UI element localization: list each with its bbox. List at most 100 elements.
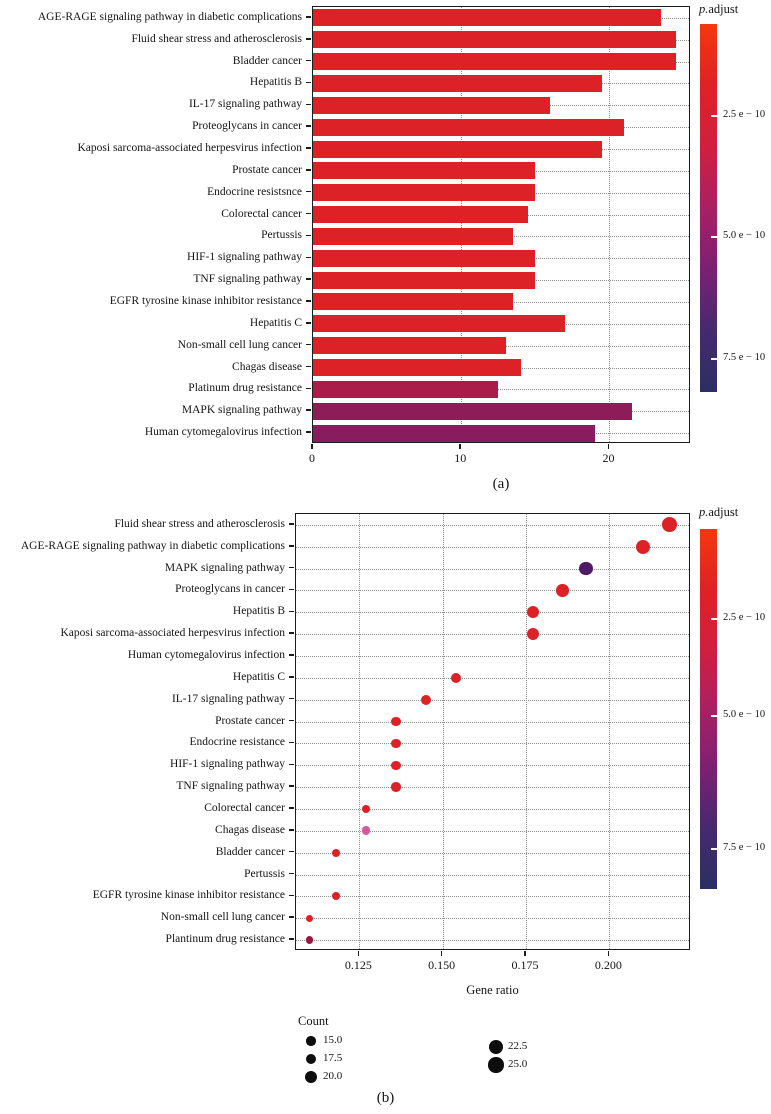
panel-b-grid-line-horizontal [296, 546, 689, 548]
panel-a-category-label: Colorectal cancer [221, 207, 302, 220]
bar [313, 74, 603, 92]
panel-a-x-tick-mark [459, 444, 461, 449]
count-legend-label: 15.0 [323, 1034, 343, 1046]
panel-a-category-label: MAPK signaling pathway [181, 404, 302, 417]
size-legend-title: Count [298, 1014, 329, 1028]
panel-b-legend-tick-label: 2.5 e − 10 [723, 612, 766, 623]
panel-a-category-label: Platinum drug resistance [188, 382, 302, 395]
bar [313, 184, 536, 202]
bar [313, 359, 521, 377]
panel-b-category-label: Fluid shear stress and atherosclerosis [114, 517, 285, 530]
panel-b-y-tick-mark [289, 545, 294, 547]
count-legend-circle [489, 1040, 503, 1054]
dot [361, 826, 371, 836]
panel-b-category-label: Bladder cancer [215, 845, 285, 858]
panel-b-grid-line-horizontal [296, 830, 689, 832]
panel-a-legend-tick-label: 7.5 e − 10 [723, 351, 766, 363]
count-legend-label: 22.5 [508, 1040, 528, 1052]
panel-b-category-label: HIF-1 signaling pathway [170, 758, 285, 771]
panel-a-x-tick-label: 20 [602, 451, 615, 465]
panel-b-category-label: Colorectal cancer [204, 801, 285, 814]
bar [313, 53, 677, 71]
panel-a-y-tick-mark [306, 16, 311, 18]
panel-b-category-label: Hepatitis C [232, 670, 285, 683]
panel-a-legend-tick-mark [711, 115, 717, 117]
panel-b-y-tick-mark [289, 654, 294, 656]
panel-a-category-label: IL-17 signaling pathway [188, 98, 302, 111]
panel-a-y-tick-mark [306, 234, 311, 237]
dot [361, 804, 371, 814]
dot [331, 848, 341, 857]
panel-b-grid-line-horizontal [296, 590, 689, 592]
panel-b-x-tick-mark [524, 951, 526, 956]
count-legend-label: 17.5 [323, 1052, 343, 1064]
panel-b-grid-line-horizontal [296, 634, 689, 636]
panel-b-y-tick-mark [289, 632, 294, 634]
panel-b-y-tick-mark [289, 610, 294, 613]
dot [331, 892, 341, 901]
bar [313, 140, 603, 158]
panel-a-y-tick-mark [306, 81, 311, 84]
panel-a-category-label: Pertussis [261, 229, 302, 242]
panel-b-category-label: Kaposi sarcoma-associated herpesvirus in… [60, 627, 286, 640]
panel-b-y-tick-mark [289, 523, 294, 525]
panel-a-y-tick-mark [306, 147, 311, 149]
panel-a-legend-title: p.adjust [699, 2, 739, 16]
panel-b-category-label: Non-small cell lung cancer [160, 911, 285, 924]
panel-b-grid-line-horizontal [296, 787, 689, 789]
panel-b-x-tick-label: 0.125 [344, 958, 372, 972]
panel-b-category-label: MAPK signaling pathway [164, 561, 285, 574]
panel-b-y-tick-mark [289, 697, 294, 700]
panel-a-category-label: Hepatitis C [249, 316, 302, 329]
panel-b-grid-line-horizontal [296, 568, 689, 570]
panel-a-legend-gradient-bar [700, 24, 717, 392]
panel-b-x-tick-label: 0.200 [594, 958, 622, 972]
panel-b-grid-line-horizontal [296, 918, 689, 920]
panel-b-y-tick-mark [289, 785, 294, 787]
panel-b-category-label: Pertussis [244, 867, 285, 880]
dot [450, 672, 462, 684]
panel-b-y-tick-mark [289, 566, 294, 569]
panel-b-legend-tick-mark [711, 848, 717, 851]
panel-a-category-label: AGE-RAGE signaling pathway in diabetic c… [37, 10, 302, 23]
dot [635, 539, 650, 554]
panel-a-y-tick-mark [306, 322, 311, 324]
panel-a-legend-tick-mark [711, 236, 717, 239]
bar [313, 162, 536, 180]
panel-b-y-tick-mark [289, 894, 294, 897]
panel-a-category-label: Hepatitis B [249, 76, 302, 89]
panel-b-grid-line-horizontal [296, 852, 689, 854]
panel-b-grid-line-horizontal [296, 940, 689, 942]
panel-b-y-tick-mark [289, 763, 294, 766]
panel-b-grid-line-vertical [526, 514, 527, 949]
panel-b-y-tick-mark [289, 719, 294, 722]
panel-a-x-tick-mark [607, 444, 610, 449]
panel-b-legend-tick-label: 7.5 e − 10 [723, 842, 766, 854]
panel-b-legend: p.adjust 2.5 e − 10 5.0 e − 10 7.5 e − 10 [698, 505, 771, 903]
panel-a-plot [312, 6, 690, 443]
panel-b-category-label: Hepatitis B [232, 605, 285, 618]
dot [661, 517, 677, 533]
panel-b-grid-line-horizontal [296, 612, 689, 614]
bar [313, 9, 662, 27]
panel-a-category-label: HIF-1 signaling pathway [187, 251, 302, 264]
panel-a-y-tick-mark [306, 169, 311, 171]
panel-b-grid-line-horizontal [296, 896, 689, 898]
panel-b-legend-gradient-bar [700, 529, 717, 889]
count-legend-circle [304, 1070, 318, 1084]
panel-b-category-label: AGE-RAGE signaling pathway in diabetic c… [20, 539, 285, 552]
panel-a-y-tick-mark [306, 278, 311, 280]
count-legend-circle [488, 1057, 504, 1073]
dot [391, 760, 401, 770]
panel-a-y-tick-mark [306, 59, 311, 62]
panel-a-legend-tick-label: 2.5 e − 10 [723, 109, 766, 120]
bar [313, 206, 528, 224]
panel-b-category-label: IL-17 signaling pathway [171, 692, 285, 705]
dot [391, 782, 401, 792]
count-legend-circle [306, 1036, 316, 1046]
panel-a-category-label: Fluid shear stress and atherosclerosis [131, 32, 302, 45]
panel-b-category-label: Plantinum drug resistance [165, 933, 285, 946]
panel-a-y-tick-mark [306, 38, 311, 40]
panel-b-x-tick-label: 0.150 [428, 958, 456, 972]
